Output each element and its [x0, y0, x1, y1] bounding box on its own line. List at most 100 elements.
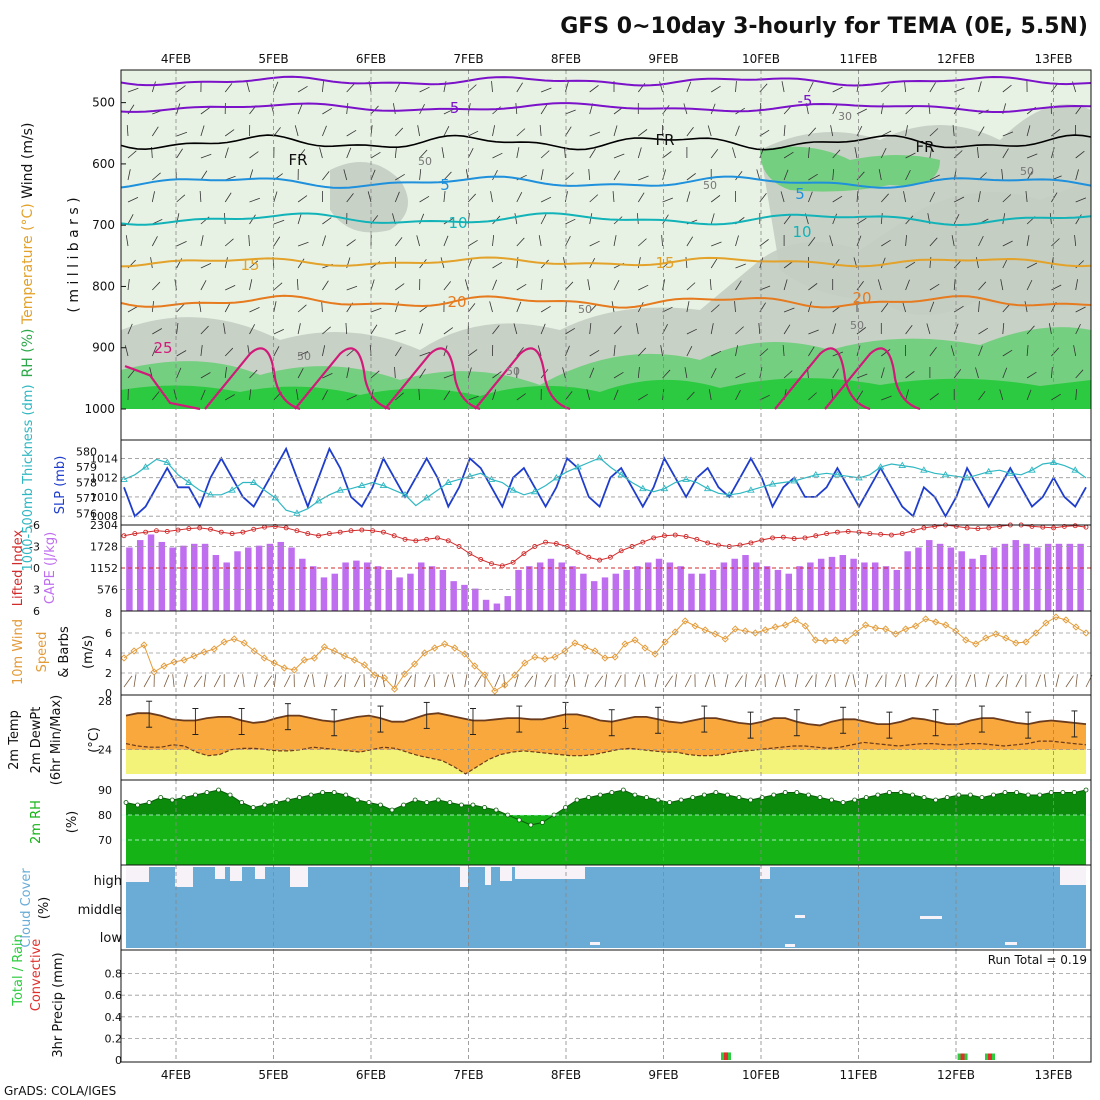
thickness-point — [120, 475, 128, 482]
wind-barb — [443, 108, 454, 115]
wind-barb — [783, 279, 788, 291]
wind-barb — [856, 125, 863, 137]
wind-speed-point — [751, 629, 759, 637]
wind-barb — [588, 169, 591, 181]
wind-barb — [589, 131, 601, 137]
wind-barb — [297, 323, 301, 335]
temperature-contour — [120, 102, 1092, 113]
wind-barb — [1075, 323, 1081, 335]
wind-speed-point — [511, 671, 519, 679]
contour-label: 5 — [440, 176, 450, 194]
thickness-point — [833, 470, 842, 478]
wind-barb — [392, 103, 396, 115]
cape-bar — [958, 551, 965, 611]
wind-barb — [1075, 197, 1087, 203]
wind-barb — [637, 302, 644, 313]
temp-tick-label: 28 — [98, 695, 112, 708]
wind-barb — [978, 126, 985, 137]
wind-barb — [224, 367, 227, 379]
slp-ylabel: SLP (mb) — [53, 456, 68, 515]
wind-barb — [832, 213, 838, 225]
lifted-index-point — [143, 529, 149, 535]
wind-barb — [782, 345, 785, 357]
contour-label: 10 — [448, 214, 467, 232]
rh2m-point — [250, 805, 256, 810]
rh2m-point — [632, 792, 638, 798]
wind-barb — [1000, 279, 1004, 291]
date-label-top: 11FEB — [840, 52, 878, 66]
cape-bar — [774, 569, 782, 611]
temp-tick-label: 24 — [98, 744, 112, 757]
surface-wind-barb — [1005, 674, 1008, 688]
cape-bar — [234, 551, 241, 611]
thickness-point — [768, 480, 777, 487]
cape-bar — [947, 547, 955, 611]
surface-wind-barb — [324, 674, 328, 688]
wind-barb — [829, 235, 834, 247]
wind-barb — [346, 147, 352, 159]
rh2m-point — [967, 792, 973, 798]
thickness-point — [141, 463, 150, 470]
wind-barb — [200, 280, 207, 291]
wind-speed-point — [541, 655, 549, 663]
rh2m-point — [412, 797, 418, 803]
wind-barb — [467, 367, 472, 379]
wind-barb — [367, 191, 372, 203]
wind-barb — [224, 192, 232, 203]
wind-barb — [126, 124, 129, 137]
wind-barb — [294, 125, 299, 137]
wind-barb — [953, 150, 963, 159]
lifted-index-point — [640, 539, 646, 545]
wind-barb — [419, 149, 428, 159]
wind-speed-point — [360, 661, 369, 669]
cloud-gap — [255, 867, 265, 879]
cape-bar — [418, 562, 425, 611]
dewpoint-fill — [126, 749, 1086, 774]
contour-label: 20 — [852, 289, 871, 307]
temp-ylabel-text: (6hr Min/Max) — [49, 695, 64, 785]
cape-bar — [699, 573, 706, 611]
cape-bar — [158, 541, 166, 611]
wind-barb — [489, 301, 493, 313]
cape-bar — [277, 541, 284, 611]
wind-barb — [127, 150, 137, 159]
surface-wind-barb — [394, 674, 398, 688]
thickness-point — [920, 466, 928, 473]
t25-contour — [124, 365, 201, 411]
wind-barb — [370, 169, 376, 181]
lifted-ylabel: Lifted Index — [11, 529, 26, 606]
temp-ylabel: (°C) — [87, 727, 102, 753]
wind-barb — [783, 125, 786, 137]
wind-barb — [638, 347, 647, 357]
lifted-index-point — [305, 531, 311, 537]
wind-speed-point — [962, 636, 970, 644]
grid-lines — [121, 70, 1091, 1062]
cape-bar — [753, 562, 760, 611]
rh2m-point — [192, 792, 198, 798]
rh2m-point — [840, 800, 846, 805]
wind-speed-point — [190, 652, 198, 660]
wind-barb — [877, 279, 882, 291]
wind-barb — [880, 213, 883, 225]
wind-barb — [562, 367, 566, 379]
surface-wind-barb — [433, 674, 436, 688]
surface-wind-barb — [724, 674, 729, 688]
wind-barb — [492, 106, 501, 115]
run-total-label: Run Total = 0.19 — [988, 953, 1087, 967]
wind-speed-point — [420, 649, 429, 657]
wind-barb — [565, 391, 573, 401]
cape-bar — [655, 558, 663, 611]
thickness-point — [444, 478, 453, 485]
wind-barb — [418, 388, 420, 401]
wind-barb — [419, 195, 430, 203]
wind-barb — [878, 169, 882, 181]
wind-barb — [926, 323, 931, 335]
lifted-index-point — [391, 533, 397, 539]
wind-barb — [370, 370, 380, 379]
cloud-cover-fill — [126, 867, 1086, 948]
rh2m-point — [806, 792, 811, 798]
wind-barb — [200, 345, 203, 357]
wind-barb — [929, 174, 940, 181]
wind-barb — [685, 257, 688, 269]
